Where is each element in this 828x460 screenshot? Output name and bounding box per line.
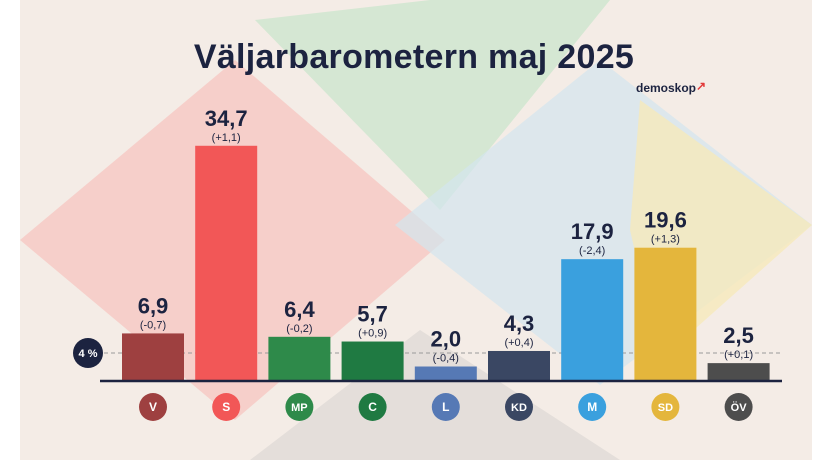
frame-left (0, 0, 20, 460)
chart-title: Väljarbarometern maj 2025 (193, 38, 635, 76)
party-badge-c (358, 393, 387, 421)
category-label: MP (291, 402, 308, 414)
bar-kd (488, 350, 550, 380)
category-label: C (368, 400, 377, 414)
party-badge-sd (651, 393, 680, 421)
change-label: (-0,7) (140, 319, 166, 331)
category-label: S (222, 400, 230, 414)
value-label: 17,9 (571, 219, 614, 244)
party-badge-v (139, 393, 167, 421)
value-label: 6,4 (284, 297, 315, 322)
background-grey-diamond (250, 330, 620, 460)
change-label: (-0,4) (433, 353, 459, 365)
party-badge-s (212, 393, 241, 421)
frame-right (812, 0, 828, 460)
party-badge-m (578, 393, 607, 421)
value-label: 5,7 (357, 302, 388, 327)
category-label: L (442, 400, 449, 414)
category-label: SD (658, 402, 673, 414)
bar-öv (707, 363, 770, 380)
category-label: KD (511, 402, 527, 414)
bar-s (195, 145, 258, 380)
value-label: 6,9 (138, 293, 169, 318)
bar-v (122, 333, 184, 380)
brand-arrow-icon: ↗ (696, 79, 707, 93)
party-badge-kd (505, 393, 533, 421)
category-label: V (149, 400, 157, 414)
change-label: (+0,9) (358, 328, 387, 340)
change-label: (-2,4) (579, 245, 605, 257)
bar-m (561, 259, 624, 380)
threshold-label: 4 % (79, 348, 98, 360)
change-label: (+0,1) (724, 349, 753, 361)
category-label: M (587, 400, 597, 414)
value-label: 2,5 (723, 323, 754, 348)
background-green-diamond (255, 0, 610, 210)
party-badge-l (431, 393, 460, 421)
change-label: (+0,4) (504, 337, 533, 349)
bar-mp (268, 336, 331, 380)
value-label: 34,7 (205, 106, 248, 131)
bar-sd (634, 247, 697, 380)
party-badge-mp (285, 393, 314, 421)
background-blue-diamond (395, 60, 812, 385)
brand-logo: demoskop (636, 81, 697, 95)
category-label: ÖV (731, 401, 748, 414)
bar-l (414, 366, 477, 380)
change-label: (+1,3) (651, 234, 680, 246)
value-label: 2,0 (431, 327, 462, 352)
value-label: 4,3 (504, 311, 535, 336)
value-label: 19,6 (644, 208, 687, 233)
change-label: (+1,1) (212, 132, 241, 144)
threshold-badge (73, 338, 103, 368)
change-label: (-0,2) (286, 323, 312, 335)
bar-c (341, 341, 404, 380)
party-badge-öv (724, 393, 753, 421)
